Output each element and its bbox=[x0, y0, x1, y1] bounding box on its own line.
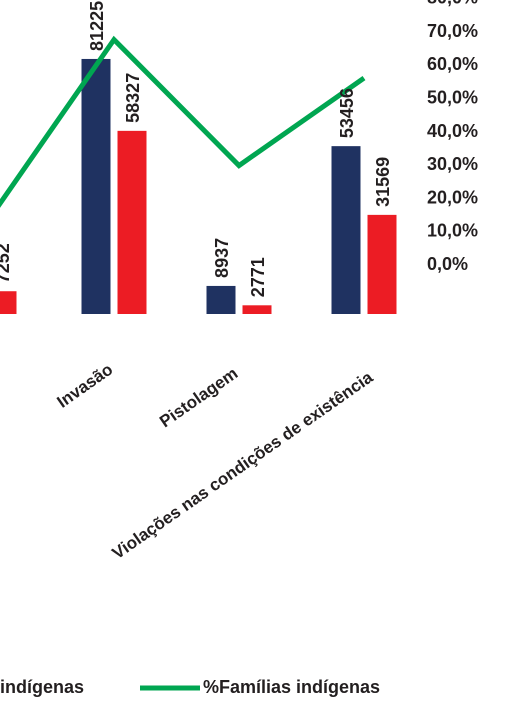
bar-0-3 bbox=[331, 146, 361, 314]
bar-1-0 bbox=[0, 291, 17, 314]
category-label-3: Violações nas condições de existência bbox=[109, 367, 377, 563]
legend-label-line: %Famílias indígenas bbox=[203, 677, 380, 697]
bar-0-1 bbox=[81, 58, 111, 315]
right-axis-tick-7: 70,0% bbox=[427, 21, 478, 41]
data-label-0-1: 81225 bbox=[87, 1, 107, 51]
bar-1-1 bbox=[117, 130, 147, 314]
data-label-1-2: 2771 bbox=[248, 257, 268, 297]
category-label-1: Invasão bbox=[54, 360, 117, 412]
data-label-0-2: 8937 bbox=[212, 238, 232, 278]
right-axis-tick-8: 80,0% bbox=[427, 0, 478, 8]
data-label-0-3: 53456 bbox=[337, 88, 357, 138]
bar-1-2 bbox=[242, 305, 272, 314]
right-axis-tick-4: 40,0% bbox=[427, 121, 478, 141]
right-axis-ticks: 0,0% 10,0% 20,0% 30,0% 40,0% 50,0% 60,0% 70,0% 8… bbox=[427, 0, 478, 274]
legend-label-bars: indígenas bbox=[0, 677, 84, 697]
percent-line bbox=[0, 35, 366, 208]
right-axis-tick-3: 30,0% bbox=[427, 154, 478, 174]
bar-1-3 bbox=[367, 214, 397, 314]
data-label-1-1: 58327 bbox=[123, 73, 143, 123]
data-label-1-3: 31569 bbox=[373, 157, 393, 207]
right-axis-tick-6: 60,0% bbox=[427, 54, 478, 74]
right-axis-tick-5: 50,0% bbox=[427, 88, 478, 108]
data-label-1-0: 7252 bbox=[0, 243, 13, 283]
legend: indígenas %Famílias indígenas bbox=[0, 677, 380, 697]
value-labels: 81225 8937 53456 7252 58327 2771 31569 bbox=[0, 1, 393, 297]
line-series bbox=[0, 35, 366, 208]
right-axis-tick-2: 20,0% bbox=[427, 187, 478, 207]
bar-group bbox=[0, 58, 397, 315]
right-axis-tick-1: 10,0% bbox=[427, 221, 478, 241]
right-axis-tick-0: 0,0% bbox=[427, 254, 468, 274]
bar-0-2 bbox=[206, 285, 236, 314]
category-label-2: Pistolagem bbox=[156, 364, 241, 432]
